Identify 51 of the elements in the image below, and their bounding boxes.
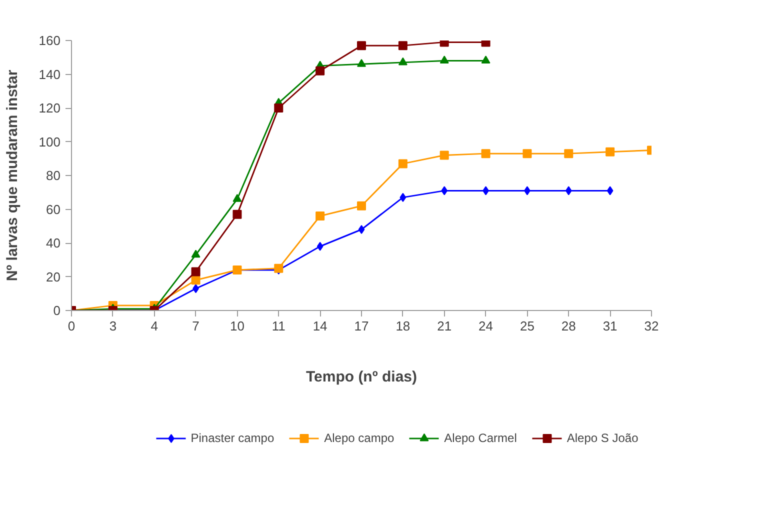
y-tick-label: 140 <box>38 66 61 82</box>
point <box>606 147 615 156</box>
point <box>398 159 408 168</box>
legend-label: Alepo Carmel <box>444 431 517 445</box>
y-tick-label: 160 <box>38 33 61 48</box>
point <box>522 149 532 158</box>
point <box>440 56 449 64</box>
y-tick-label: 80 <box>46 168 61 183</box>
point <box>316 212 325 220</box>
x-tick-label: 7 <box>192 318 200 334</box>
point <box>357 59 366 67</box>
y-tick-label: 60 <box>46 202 61 217</box>
y-axis-title: Nº larvas que mudaram instar <box>4 70 21 282</box>
point <box>191 250 200 258</box>
x-tick-label: 28 <box>561 318 576 334</box>
point <box>441 186 448 196</box>
x-tick-label: 31 <box>602 318 618 334</box>
x-tick-label: 32 <box>644 318 659 334</box>
x-tick-label: 17 <box>354 318 369 334</box>
x-tick-label: 3 <box>109 318 117 334</box>
point <box>440 150 449 160</box>
point <box>232 194 242 202</box>
x-tick-label: 24 <box>478 318 494 334</box>
legend-label: Pinaster campo <box>190 431 274 445</box>
point <box>565 186 572 196</box>
y-tick-label: 120 <box>38 100 61 116</box>
x-tick-label: 18 <box>396 318 410 334</box>
x-axis-title: Tempo (nº dias) <box>306 368 418 386</box>
y-tick-label: 20 <box>46 269 61 284</box>
point <box>606 186 614 196</box>
x-tick-label: 0 <box>68 318 76 334</box>
x-tick-label: 10 <box>230 318 244 334</box>
y-tick-label: 0 <box>53 303 61 318</box>
point <box>481 149 490 158</box>
legend-label: Alepo S João <box>566 431 638 445</box>
x-tick-label: 25 <box>520 318 534 334</box>
x-tick-label: 4 <box>150 318 158 334</box>
point <box>398 57 408 66</box>
x-tick-label: 11 <box>272 318 286 334</box>
x-tick-label: 14 <box>312 318 328 334</box>
point <box>481 56 490 64</box>
point <box>358 225 365 234</box>
point <box>564 149 574 158</box>
point <box>400 192 406 202</box>
point <box>191 276 200 285</box>
y-tick-label: 100 <box>38 134 61 150</box>
point <box>316 242 324 251</box>
y-tick-label: 40 <box>46 236 61 250</box>
x-tick-label: 21 <box>437 318 452 334</box>
legend-label: Alepo campo <box>324 431 394 445</box>
point <box>357 201 366 210</box>
